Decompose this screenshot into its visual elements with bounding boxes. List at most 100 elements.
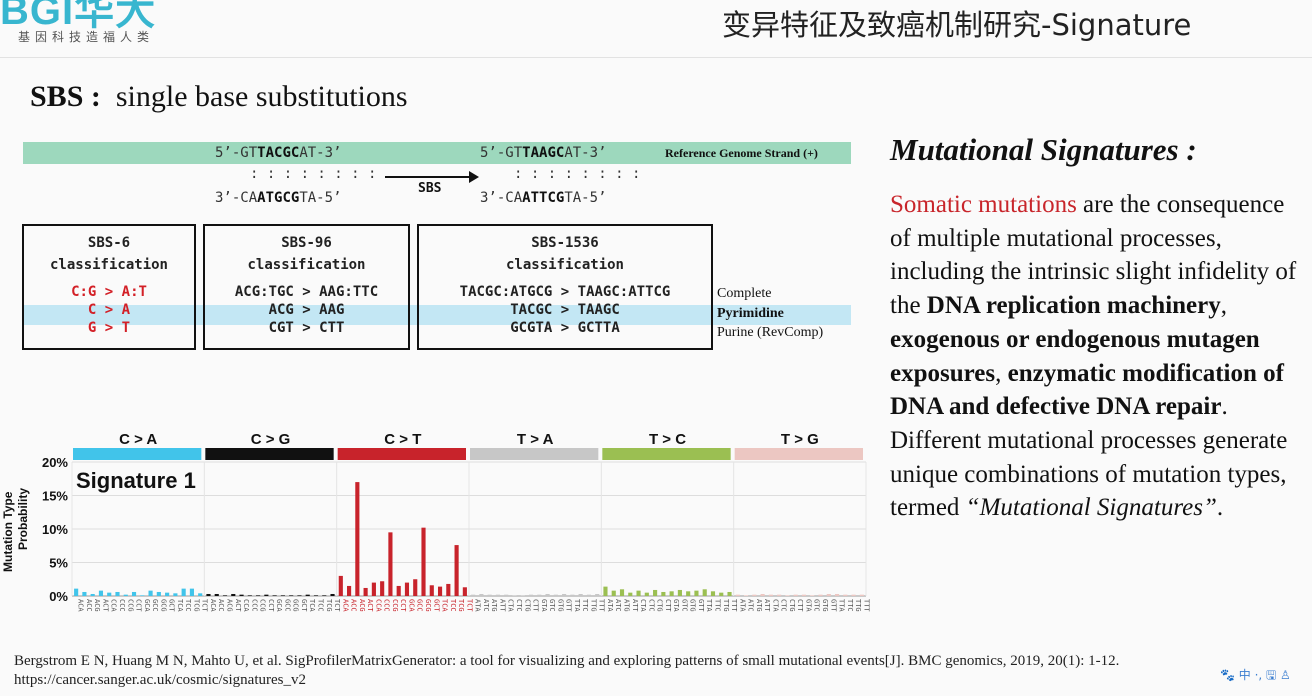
subtitle-text: single base substitutions — [115, 80, 408, 113]
x-tick-12: TCA — [176, 599, 184, 612]
bar-60 — [570, 594, 575, 596]
x-tick-69: CTC — [647, 599, 655, 612]
bar-57 — [545, 593, 550, 596]
x-tick-35: ACT — [366, 599, 374, 612]
sbs1536-row-complete: TACGC:ATGCG > TAAGC:ATTCG — [459, 284, 671, 300]
bar-49 — [479, 593, 484, 596]
x-tick-6: CCG — [126, 599, 134, 612]
bar-41 — [413, 579, 418, 596]
system-tray-icons[interactable]: 🐾 中 ·, 🖫 ♙ — [1220, 668, 1291, 682]
x-tick-72: GTA — [672, 599, 680, 612]
bar-84 — [768, 594, 773, 596]
x-tick-32: ACA — [341, 599, 349, 612]
reference-strand-band — [23, 142, 851, 164]
group-bar-2 — [337, 448, 466, 460]
bar-77 — [710, 591, 716, 596]
x-tick-57: GTC — [548, 599, 556, 612]
bar-89 — [810, 595, 815, 596]
sbs6-subtitle: classification — [49, 257, 168, 273]
x-tick-8: GCA — [143, 599, 151, 612]
bar-76 — [702, 589, 707, 596]
x-tick-87: CTT — [796, 599, 804, 612]
x-tick-90: GTG — [821, 599, 829, 612]
x-tick-68: CTA — [639, 599, 647, 612]
x-tick-17: ACC — [217, 599, 225, 612]
mutational-signatures-title: Mutational Signatures : — [890, 132, 1197, 167]
bar-9 — [148, 590, 153, 596]
bar-35 — [363, 587, 368, 596]
x-tick-20: CCA — [242, 599, 250, 612]
y-tick-1: 5% — [49, 556, 68, 571]
citation-line-1: Bergstrom E N, Huang M N, Mahto U, et al… — [14, 653, 1120, 669]
group-label-1: C > G — [251, 431, 291, 448]
bottom-strand-before: 3’-CAATGCGTA-5’ — [215, 190, 342, 206]
sbs1536-row-purine: GCGTA > GCTTA — [510, 320, 620, 336]
x-tick-85: CTC — [780, 599, 788, 612]
chart-title: Signature 1 — [76, 468, 196, 493]
x-tick-49: ATC — [482, 599, 490, 612]
sbs1536-title: SBS-1536 — [531, 235, 599, 251]
bar-45 — [446, 583, 451, 596]
bar-42 — [421, 527, 426, 596]
bar-13 — [181, 588, 186, 596]
bar-17 — [214, 593, 219, 596]
bar-91 — [826, 593, 831, 596]
bar-16 — [206, 593, 211, 596]
bar-67 — [628, 592, 633, 596]
bar-43 — [429, 585, 434, 596]
x-tick-39: CCT — [399, 599, 407, 612]
sbs1536-subtitle: classification — [505, 257, 624, 273]
x-tick-74: GTG — [689, 599, 697, 612]
x-tick-14: TCG — [192, 599, 200, 612]
bar-68 — [636, 590, 641, 596]
bar-69 — [644, 592, 649, 596]
bar-24 — [272, 595, 277, 596]
x-tick-3: ACT — [101, 599, 109, 612]
x-tick-23: CCT — [267, 599, 275, 612]
mutational-signatures-body: Somatic mutations are the consequence of… — [890, 191, 1297, 522]
bar-11 — [165, 592, 170, 596]
bar-29 — [313, 595, 319, 596]
bar-86 — [785, 595, 790, 596]
sbs96-row-purine: CGT > CTT — [268, 320, 345, 336]
x-tick-93: TTC — [846, 599, 854, 612]
y-tick-0: 0% — [49, 589, 68, 604]
x-tick-80: ATA — [738, 599, 746, 612]
x-tick-81: ATC — [747, 599, 755, 612]
bar-87 — [793, 594, 798, 596]
x-tick-37: CCC — [383, 599, 391, 612]
x-tick-95: TTT — [862, 599, 870, 612]
x-tick-5: CCC — [118, 599, 126, 612]
x-tick-16: ACA — [209, 599, 217, 612]
sbs1536-box: SBS-1536 classification TACGC:ATGCG > TA… — [417, 224, 713, 350]
x-tick-64: ATA — [606, 599, 614, 612]
bar-10 — [156, 591, 161, 596]
bar-73 — [677, 589, 682, 596]
bar-54 — [520, 595, 525, 596]
x-tick-41: GCC — [416, 599, 424, 612]
x-tick-45: TCC — [449, 599, 457, 612]
x-tick-38: CCG — [391, 599, 399, 612]
x-tick-70: CTG — [656, 599, 664, 612]
bottom-strand-after: 3’-CAATTCGTA-5’ — [480, 190, 607, 206]
citation-url[interactable]: https://cancer.sanger.ac.uk/cosmic/signa… — [14, 672, 307, 688]
bar-65 — [611, 590, 616, 596]
bar-40 — [404, 582, 410, 596]
x-tick-24: GCA — [275, 599, 283, 612]
sbs96-box: SBS-96 classification ACG:TGC > AAG:TTC … — [203, 224, 410, 350]
x-tick-46: TCG — [457, 599, 465, 612]
bar-8 — [140, 595, 145, 596]
group-bar-5 — [734, 448, 863, 460]
top-strand-after: 5’-GTTAAGCAT-3’ — [480, 145, 607, 161]
bar-22 — [256, 595, 261, 596]
bar-93 — [843, 594, 848, 596]
bar-38 — [388, 532, 393, 596]
bar-50 — [487, 594, 492, 596]
bar-18 — [222, 595, 228, 596]
bar-47 — [462, 587, 467, 596]
bar-44 — [437, 586, 443, 596]
x-tick-77: TTC — [713, 599, 721, 612]
x-tick-47: TCT — [465, 599, 473, 612]
group-label-5: T > G — [781, 431, 819, 448]
